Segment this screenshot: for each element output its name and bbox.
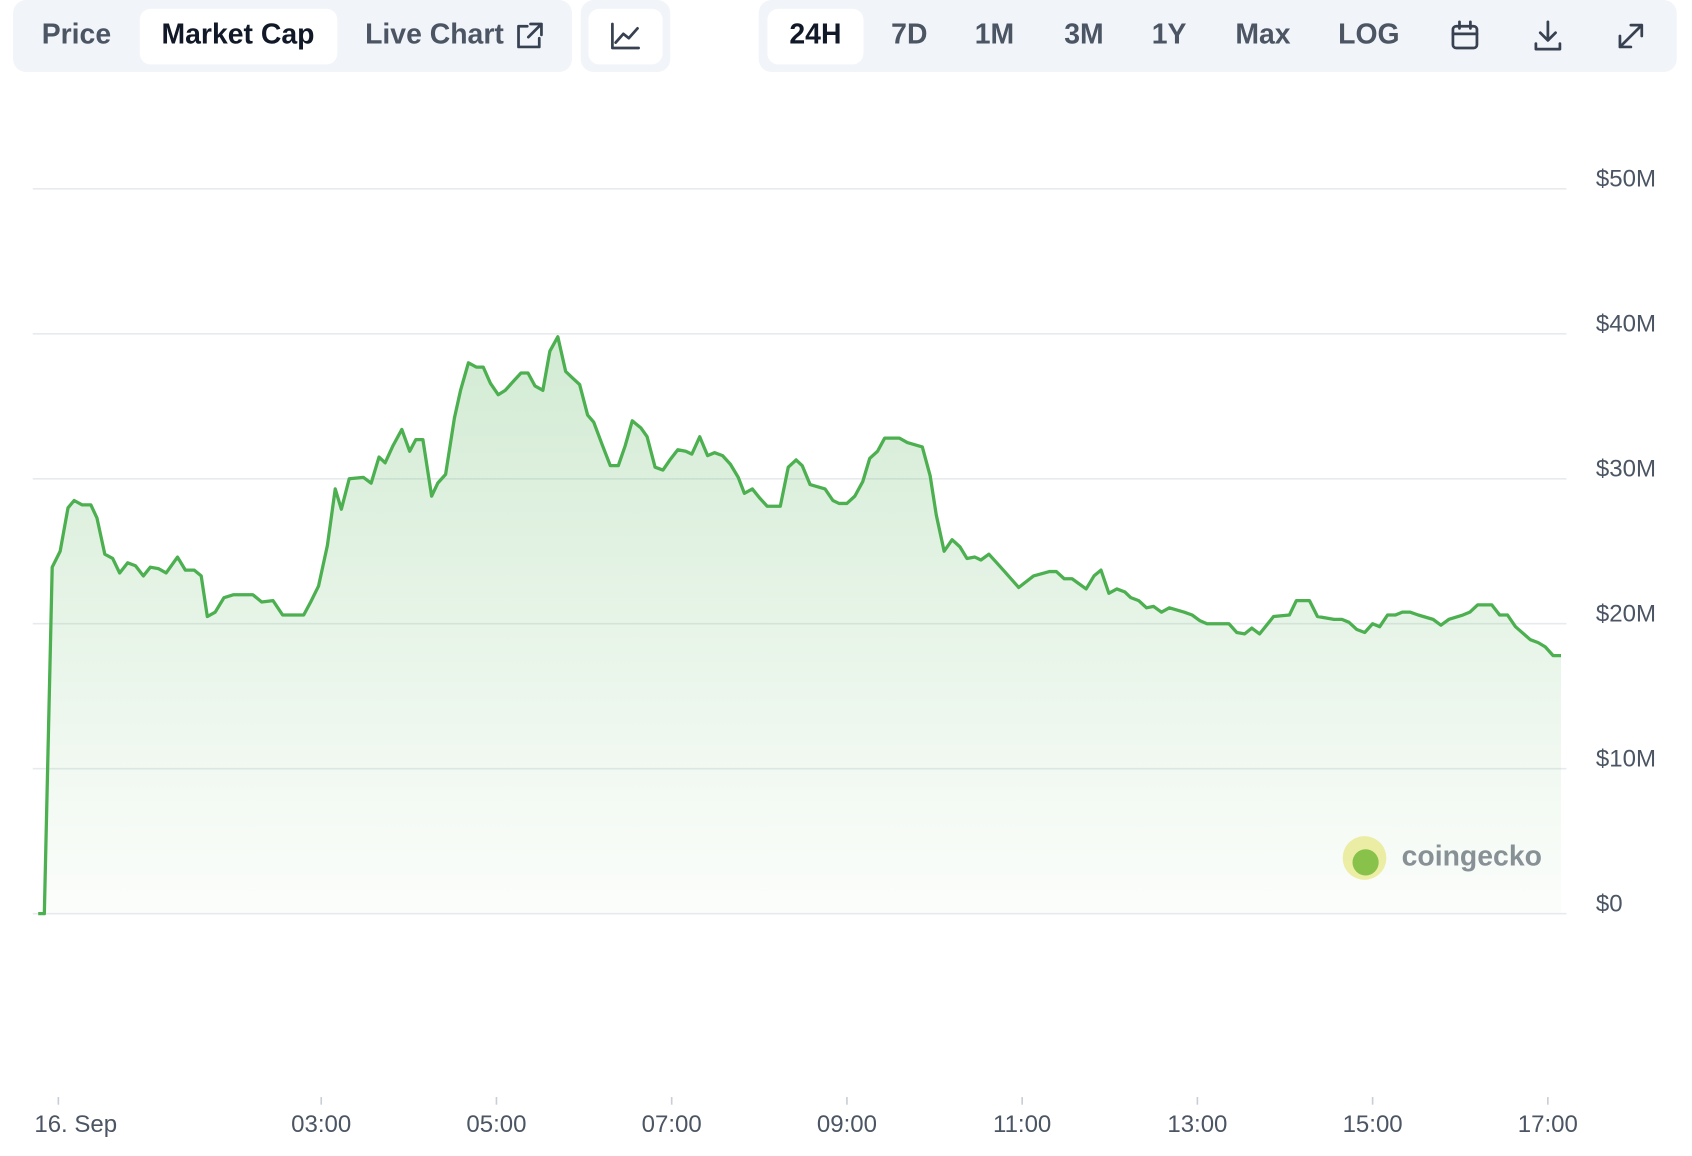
x-tick-label: 13:00 bbox=[1167, 1111, 1227, 1138]
external-link-icon bbox=[517, 22, 543, 49]
range-label[interactable]: LOG bbox=[1338, 19, 1399, 51]
calendar-icon-lines bbox=[1451, 20, 1479, 36]
tab-label[interactable]: Price bbox=[42, 19, 111, 51]
y-tick-label: $40M bbox=[1596, 310, 1656, 337]
download-button[interactable] bbox=[1534, 20, 1562, 51]
tab-label[interactable]: Live Chart bbox=[365, 19, 504, 51]
y-tick-label: $50M bbox=[1596, 165, 1656, 192]
calendar-icon bbox=[1451, 24, 1479, 50]
y-tick-label: $10M bbox=[1596, 745, 1656, 772]
calendar-button[interactable] bbox=[1451, 20, 1479, 50]
line-chart-icon bbox=[611, 22, 640, 50]
y-tick-label: $20M bbox=[1596, 600, 1656, 627]
range-label[interactable]: 3M bbox=[1064, 19, 1103, 51]
y-tick-label: $30M bbox=[1596, 455, 1656, 482]
x-tick-label: 15:00 bbox=[1343, 1111, 1403, 1138]
range-group bbox=[758, 0, 1677, 73]
x-tick-label: 09:00 bbox=[817, 1111, 877, 1138]
range-label[interactable]: 7D bbox=[891, 19, 927, 51]
x-tick-label: 07:00 bbox=[642, 1111, 702, 1138]
y-tick-label: $0 bbox=[1596, 890, 1623, 917]
x-tick-label: 11:00 bbox=[993, 1111, 1051, 1138]
line bbox=[38, 335, 1561, 916]
x-tick-label: 03:00 bbox=[291, 1111, 351, 1138]
tab-selected-bg bbox=[139, 8, 338, 65]
chart: $0 $10M $20M $30M $40M $50M 16. Sep 03:00 05:00 0… bbox=[32, 165, 1656, 1138]
x-tick-label: 17:00 bbox=[1518, 1111, 1578, 1138]
tab-label[interactable]: Market Cap bbox=[161, 19, 314, 51]
range-label[interactable]: Max bbox=[1235, 19, 1290, 51]
range-selected-bg bbox=[767, 8, 864, 65]
x-tick-label: 16. Sep bbox=[34, 1111, 117, 1138]
toolbar bbox=[13, 0, 1677, 73]
range-label[interactable]: 24H bbox=[789, 19, 841, 51]
x-tick-label: 05:00 bbox=[466, 1111, 526, 1138]
range-label[interactable]: 1Y bbox=[1152, 19, 1187, 51]
area bbox=[38, 336, 1561, 914]
range-label[interactable]: 1M bbox=[975, 19, 1014, 51]
fullscreen-button[interactable] bbox=[1618, 23, 1644, 49]
